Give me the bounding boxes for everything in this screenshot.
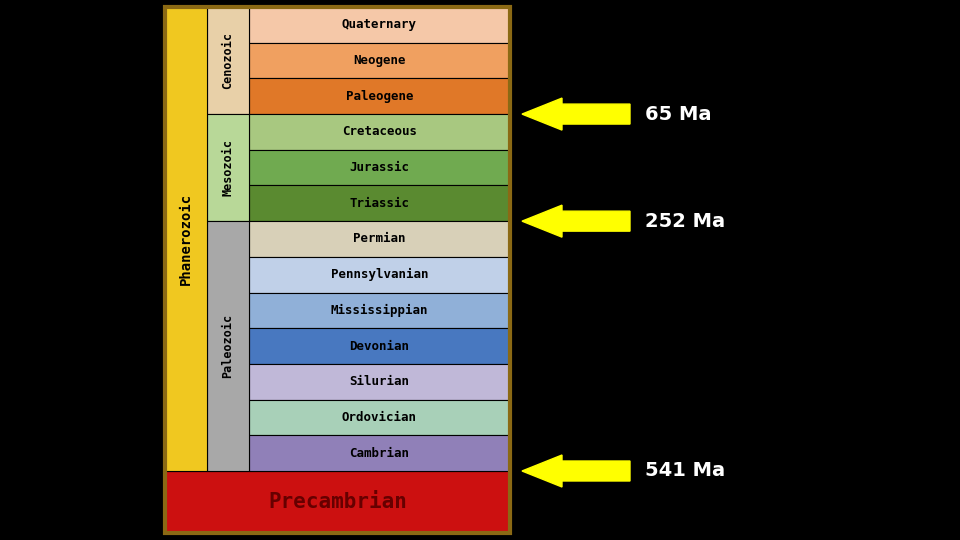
Bar — [207, 114, 249, 221]
Text: Jurassic: Jurassic — [349, 161, 410, 174]
Text: 65 Ma: 65 Ma — [645, 105, 711, 124]
Bar — [249, 257, 510, 293]
Bar — [207, 7, 249, 114]
Bar — [249, 328, 510, 364]
FancyArrow shape — [522, 455, 630, 487]
Bar — [165, 7, 207, 471]
Text: Permian: Permian — [353, 233, 406, 246]
Text: Paleogene: Paleogene — [346, 90, 413, 103]
Text: Precambrian: Precambrian — [268, 492, 407, 512]
Text: Silurian: Silurian — [349, 375, 410, 388]
Bar — [249, 114, 510, 150]
Bar — [207, 221, 249, 471]
Bar — [249, 221, 510, 257]
Text: Neogene: Neogene — [353, 54, 406, 67]
Bar — [249, 364, 510, 400]
FancyArrow shape — [522, 98, 630, 130]
Text: Devonian: Devonian — [349, 340, 410, 353]
FancyArrow shape — [522, 205, 630, 237]
Text: Quaternary: Quaternary — [342, 18, 417, 31]
Text: Ordovician: Ordovician — [342, 411, 417, 424]
Bar — [249, 400, 510, 435]
Bar — [165, 7, 510, 533]
Text: Mississippian: Mississippian — [331, 304, 428, 317]
Bar — [249, 435, 510, 471]
Bar — [165, 471, 510, 533]
Text: 252 Ma: 252 Ma — [645, 212, 725, 231]
Bar — [249, 78, 510, 114]
Text: Pennsylvanian: Pennsylvanian — [331, 268, 428, 281]
Bar — [249, 43, 510, 78]
Text: Cenozoic: Cenozoic — [222, 32, 234, 89]
Bar — [249, 150, 510, 185]
Text: Mesozoic: Mesozoic — [222, 139, 234, 196]
Bar — [249, 185, 510, 221]
Bar — [249, 293, 510, 328]
Text: Phanerozoic: Phanerozoic — [179, 193, 193, 285]
Text: Cambrian: Cambrian — [349, 447, 410, 460]
Bar — [249, 7, 510, 43]
Text: 541 Ma: 541 Ma — [645, 462, 725, 481]
Text: Triassic: Triassic — [349, 197, 410, 210]
Text: Paleozoic: Paleozoic — [222, 314, 234, 378]
Text: Cretaceous: Cretaceous — [342, 125, 417, 138]
